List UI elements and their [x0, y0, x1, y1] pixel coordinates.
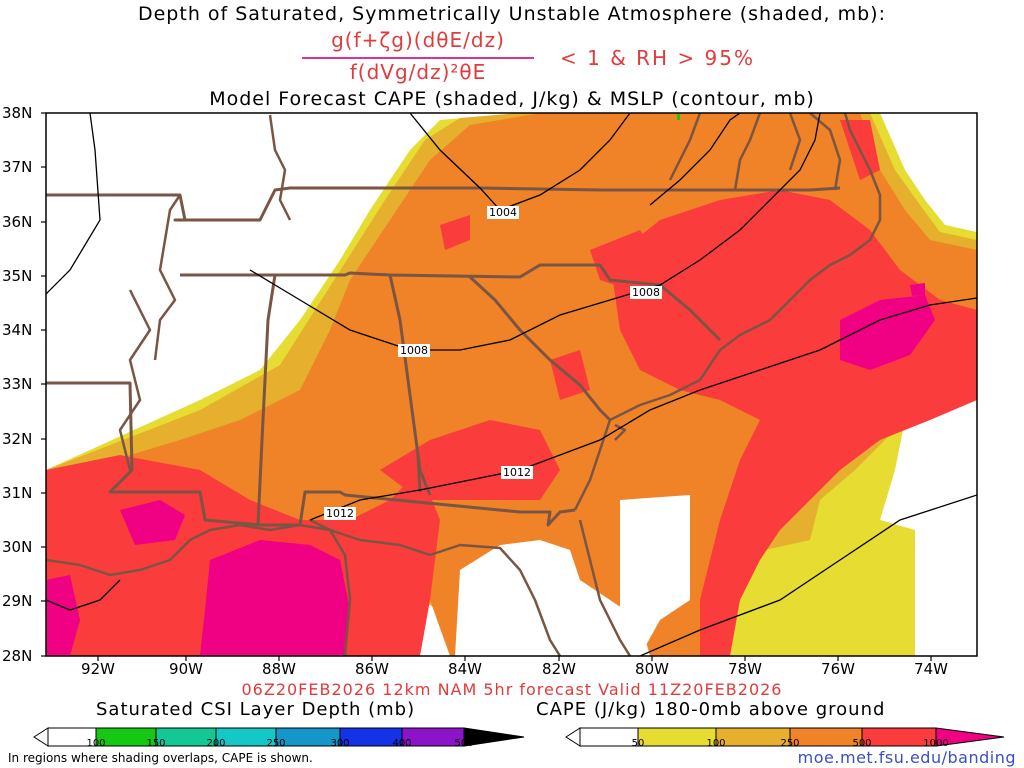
lon-label: 92W — [81, 660, 115, 678]
no-data-region — [455, 540, 650, 656]
lon-label: 90W — [169, 660, 203, 678]
isobar-label: 1012 — [326, 507, 354, 520]
csi-speck — [677, 114, 680, 120]
isobar-1008 — [249, 113, 821, 351]
isobar-labels — [324, 206, 662, 520]
cape-shading — [46, 113, 977, 656]
isobar-west — [46, 579, 121, 611]
lat-label: 36N — [2, 213, 33, 231]
lat-label: 38N — [2, 104, 33, 122]
lat-label: 34N — [2, 321, 33, 339]
lat-label: 31N — [2, 484, 33, 502]
geography — [46, 113, 882, 656]
axis-ticks — [41, 112, 932, 661]
csi-tick: 150 — [146, 738, 166, 749]
cape-tick: 250 — [780, 738, 800, 749]
csi-colorbar-title: Saturated CSI Layer Depth (mb) — [96, 699, 416, 720]
lon-label: 76W — [821, 660, 855, 678]
lon-label: 78W — [728, 660, 762, 678]
no-data-region-atlantic — [620, 495, 690, 656]
cape-tick: 100 — [706, 738, 726, 749]
isobar-1012-sw — [46, 113, 101, 350]
formula-condition: < 1 & RH > 95% — [560, 46, 756, 70]
formula-numerator: g(f+ζg)(dθE/dz) — [331, 28, 505, 52]
isobar-label: 1008 — [632, 286, 660, 299]
lat-label: 37N — [2, 158, 33, 176]
csi-tick: 300 — [330, 738, 350, 749]
csi-tick: 500 — [454, 738, 474, 749]
isobars — [46, 113, 977, 656]
csi-tick: 250 — [266, 738, 286, 749]
isobar-1004 — [409, 113, 631, 211]
cape-colorbar-title: CAPE (J/kg) 180-0mb above ground — [536, 699, 886, 720]
lat-label: 35N — [2, 267, 33, 285]
cape-1000-region — [46, 283, 935, 656]
csi-tick: 100 — [86, 738, 106, 749]
lat-label: 28N — [2, 647, 33, 665]
isobar-label: 1008 — [400, 344, 428, 357]
isobar-1004-ne — [649, 113, 741, 206]
cape-colorbar — [565, 727, 1005, 747]
cape-tick: 1000 — [923, 738, 949, 749]
lon-label: 74W — [914, 660, 948, 678]
lon-label: 80W — [635, 660, 669, 678]
isobar-south — [639, 494, 977, 656]
coastline — [46, 113, 882, 656]
overlap-footnote: In regions where shading overlaps, CAPE … — [8, 751, 313, 765]
lat-label: 29N — [2, 592, 33, 610]
formula-denominator: f(dVg/dz)²θE — [349, 60, 487, 84]
isobar-label: 1012 — [503, 466, 531, 479]
state-borders — [46, 186, 841, 527]
map-subtitle: Model Forecast CAPE (shaded, J/kg) & MSL… — [209, 88, 815, 110]
lat-label: 32N — [2, 430, 33, 448]
source-url[interactable]: moe.met.fsu.edu/banding — [797, 748, 1016, 767]
csi-colorbar — [33, 727, 525, 747]
lon-label: 86W — [355, 660, 389, 678]
isobar-label: 1004 — [489, 206, 517, 219]
isobar-1012 — [309, 297, 977, 521]
lon-label: 84W — [448, 660, 482, 678]
csi-tick: 400 — [392, 738, 412, 749]
csi-tick: 200 — [206, 738, 226, 749]
forecast-valid-line: 06Z20FEB2026 12km NAM 5hr forecast Valid… — [241, 680, 783, 699]
formula-fraction-bar — [302, 57, 534, 59]
lat-label: 30N — [2, 538, 33, 556]
map-title: Depth of Saturated, Symmetrically Unstab… — [137, 3, 886, 25]
lat-label: 33N — [2, 375, 33, 393]
lon-label: 88W — [262, 660, 296, 678]
cape-tick: 500 — [852, 738, 872, 749]
cape-tick: 50 — [631, 738, 645, 749]
lon-label: 82W — [542, 660, 576, 678]
